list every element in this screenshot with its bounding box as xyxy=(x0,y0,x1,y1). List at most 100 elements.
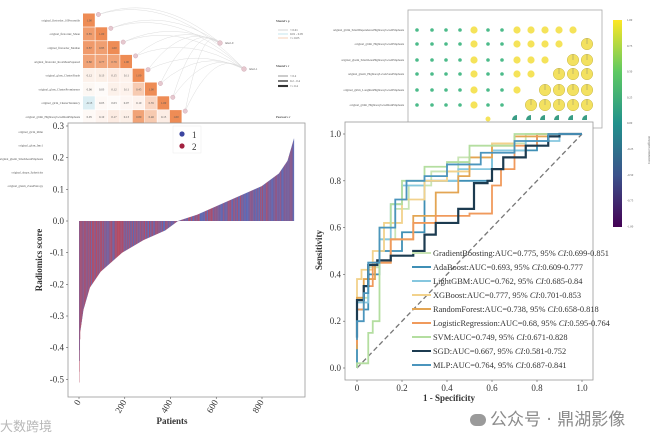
heatmap-cell-value: 0.80 xyxy=(87,60,93,64)
legend-label: 1 xyxy=(192,130,197,140)
heatmap-cell xyxy=(83,68,95,82)
heatmap-cell xyxy=(83,82,95,96)
heatmap-cell xyxy=(132,82,145,96)
correlation-link xyxy=(123,35,245,70)
heatmap-cell xyxy=(107,54,120,69)
heatmap-cell-value: 0.10 xyxy=(136,101,142,105)
mantel-r-item: 0.2 - 0.4 xyxy=(290,79,300,83)
y-tick-label: 1.0 xyxy=(330,129,342,139)
x-axis-label: Patients xyxy=(157,416,188,426)
heatmap-cell xyxy=(107,41,120,55)
heatmap-cell xyxy=(157,110,170,124)
y-tick-label: 0.0 xyxy=(330,363,342,373)
heatmap-cell xyxy=(95,68,108,82)
heatmap-cell-value: 0.07 xyxy=(124,101,130,105)
y-tick-label: 0.3 xyxy=(53,121,65,131)
correlation-link xyxy=(160,60,245,84)
heatmap-cell-value: 0.10 xyxy=(99,115,105,119)
dot-partial-pie xyxy=(526,115,531,120)
dot-medium xyxy=(513,40,521,48)
y-tick-label: -0.3 xyxy=(50,311,65,321)
heatmap-cell-value: 0.03 xyxy=(99,87,105,91)
colorbar-tick: -0.50 xyxy=(627,173,634,177)
heatmap-cell-value: 0.05 xyxy=(99,101,105,105)
dot-medium xyxy=(555,40,563,48)
dot-partial-pie xyxy=(540,115,545,120)
y-tick-label: -0.2 xyxy=(50,279,64,289)
heatmap-cell xyxy=(107,82,120,96)
mantel-r-item: >= 0.4 xyxy=(290,84,298,88)
diagonal-node xyxy=(157,81,163,86)
dot-small xyxy=(430,58,434,62)
heatmap-cell-value: 0.13 xyxy=(124,115,130,119)
heatmap-cell xyxy=(95,82,108,96)
heatmap-cell-value: 0.13 xyxy=(99,74,105,78)
legend-label: LightGBM:AUC=0.762, 95% CI:0.685-0.84 xyxy=(433,277,583,286)
colorbar-label: Correlation Coefficient xyxy=(647,136,651,164)
heatmap-cell xyxy=(145,82,157,96)
legend-label: LogisticRegression:AUC=0.68, 95% CI:0.59… xyxy=(433,319,611,328)
heatmap-cell xyxy=(107,96,120,110)
x-tick-label: 1.0 xyxy=(576,383,588,393)
diagonal-node xyxy=(133,53,139,59)
legend-label: AdaBoost:AUC=0.693, 95% CI:0.609-0.777 xyxy=(433,263,583,272)
heatmap-cell xyxy=(83,13,95,27)
dot-small xyxy=(458,58,462,62)
legend-marker xyxy=(179,131,185,137)
dot-medium xyxy=(569,26,577,34)
dot-medium xyxy=(527,70,535,78)
y-tick-label: -0.1 xyxy=(50,248,64,258)
legend-label: XGBoost:AUC=0.777, 95% CI:0.701-0.853 xyxy=(433,291,581,300)
target-node-label: label-1 xyxy=(249,67,258,71)
heatmap-row-label: original_glcm_Idmn xyxy=(18,130,43,134)
colorbar-tick: 0.00 xyxy=(627,121,633,125)
dot-small xyxy=(415,103,419,107)
dot-small xyxy=(444,42,448,46)
legend-label: 2 xyxy=(192,142,197,152)
heatmap-row-label: original_glcm_ClusterProminence xyxy=(39,87,81,91)
x-tick-label: 0.4 xyxy=(441,383,453,393)
y-axis-label: Sensitivity xyxy=(314,230,324,271)
diagonal-node xyxy=(120,39,126,45)
diagonal-node xyxy=(108,25,114,31)
chance-diagonal xyxy=(356,133,583,369)
dot-small xyxy=(430,28,434,32)
correlation-link xyxy=(160,37,221,84)
dot-medium xyxy=(513,56,521,64)
legend-label: SVM:AUC=0.749, 95% CI:0.671-0.828 xyxy=(433,333,568,342)
x-tick-label: 0.6 xyxy=(486,383,498,393)
y-tick-label: 0.8 xyxy=(330,176,342,186)
dot-small xyxy=(500,28,504,32)
heatmap-row-label: original_glrlm_HighGrayLevelRunEmphasis xyxy=(26,115,81,119)
heatmap-cell-value: 0.11 xyxy=(124,87,130,91)
dot-medium xyxy=(527,26,535,34)
heatmap-row-label: original_firstorder_10Percentile xyxy=(42,18,81,22)
diagonal-node xyxy=(96,12,101,17)
heatmap-row-label: original_glszm_SmallAreaEmphasis xyxy=(0,157,44,161)
correlation-link xyxy=(110,19,221,44)
heatmap-cell xyxy=(95,27,108,41)
heatmap-cell-value: 0.15 xyxy=(111,74,117,78)
x-tick-label: 0.2 xyxy=(396,383,407,393)
x-tick-label: 400 xyxy=(159,398,175,415)
heatmap-cell-value: 0.45 xyxy=(136,87,142,91)
heatmap-cell xyxy=(120,68,132,82)
correlation-heatmap: original_firstorder_10Percentile 1.00 orig… xyxy=(0,7,258,188)
dot-small xyxy=(444,88,448,92)
roc-curve-logisticregression xyxy=(356,133,582,345)
dot-row-label: original_glrlm_HighGrayLevelRunEmphasis xyxy=(350,103,405,107)
heatmap-cell xyxy=(132,68,145,82)
dot-small xyxy=(500,88,504,92)
dot-small xyxy=(486,28,490,32)
diagonal-node xyxy=(182,108,188,114)
radiomics-waterfall-chart: 0.3 0.2 0.1 0.0 -0.1 -0.2 -0.3 -0.4 -0.5 0 200 400 6… xyxy=(34,121,306,426)
dot-row-label: original_glrlm_LongRunHighGrayLevelEmpha… xyxy=(343,88,404,92)
heatmap-cell xyxy=(120,96,132,110)
heatmap-cell-value: 1.00 xyxy=(87,18,93,22)
dot-medium xyxy=(541,26,549,34)
heatmap-cell-value: 1.00 xyxy=(161,101,167,105)
heatmap-cell xyxy=(157,96,170,110)
heatmap-cell xyxy=(132,110,145,124)
